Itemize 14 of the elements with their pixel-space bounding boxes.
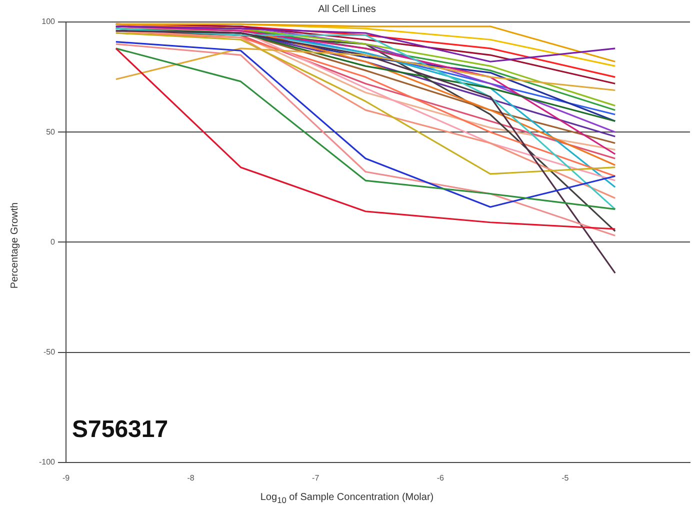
y-tick-label: 0	[50, 237, 56, 246]
x-axis-title: Log$_{10}$ of Sample Concentration (Molar)	[259, 492, 435, 505]
y-axis-title: Percentage Growth	[10, 201, 20, 291]
x-tick-label: -5	[562, 473, 570, 482]
y-tick-label: -50	[43, 348, 56, 357]
y-tick-label: -100	[38, 458, 56, 467]
x-tick-label: -6	[436, 473, 445, 482]
y-tick-label: 100	[42, 17, 56, 26]
chart-title: All Cell Lines	[317, 4, 377, 15]
annotation: S756317	[72, 416, 168, 444]
x-tick-label: -8	[187, 473, 195, 482]
x-tick-label: -7	[312, 473, 320, 482]
y-tick-label: 50	[46, 127, 56, 136]
x-tick-label: -9	[62, 473, 70, 482]
